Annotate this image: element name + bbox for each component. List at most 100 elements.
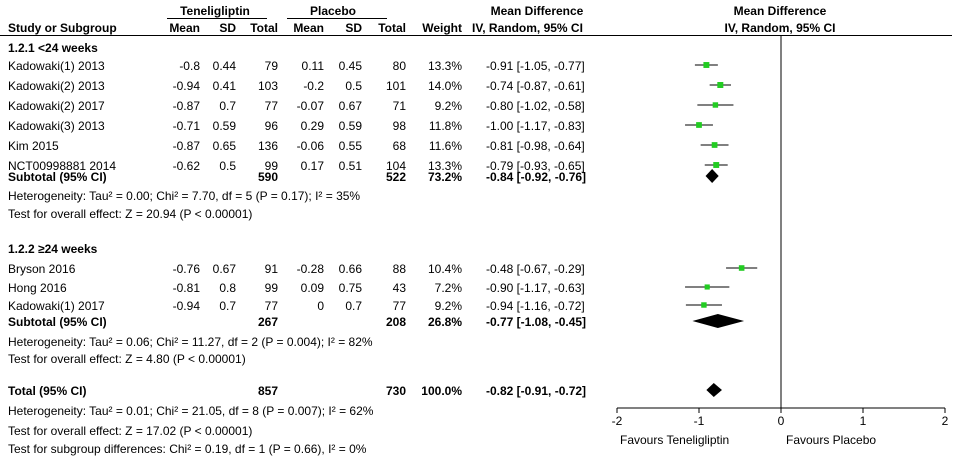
placebo-total: 80 [392,59,406,73]
study-name: Bryson 2016 [8,262,76,276]
placebo-total: 43 [392,281,406,295]
placebo-sd: 0.67 [338,99,362,113]
placebo-mean: -0.07 [296,99,324,113]
study-marker [738,265,745,271]
summary-diamond [692,314,745,328]
placebo-sd: 0.55 [338,139,362,153]
heterogeneity-text: Heterogeneity: Tau² = 0.00; Chi² = 7.70,… [8,189,361,203]
tene-total: 99 [264,281,278,295]
tene-sd: 0.65 [212,139,236,153]
weight: 10.4% [427,262,462,276]
total-overall-effect-text: Test for overall effect: Z = 17.02 (P < … [8,424,253,438]
placebo-sd: 0.59 [338,119,362,133]
md-ci: -0.79 [-0.93, -0.65] [486,159,585,173]
placebo-group-header: Placebo [309,4,357,18]
placebo-total-header: Total [378,21,406,35]
tene-mean: -0.94 [172,79,200,93]
x-tick-label: 0 [778,414,785,428]
study-marker [704,284,710,290]
tene-total: 99 [264,159,278,173]
placebo-mean-header: Mean [293,21,324,35]
total-label: Total (95% CI) [8,384,87,398]
study-name: Kadowaki(3) 2013 [8,119,105,133]
md-ci: -0.94 [-1.16, -0.72] [486,299,585,313]
md-ci: -0.90 [-1.17, -0.63] [486,281,585,295]
tene-sd: 0.7 [219,299,236,313]
tene-mean: -0.76 [172,262,200,276]
tene-sd: 0.8 [219,281,236,295]
weight: 13.3% [427,59,462,73]
md-ci: -0.91 [-1.05, -0.77] [486,59,585,73]
tene-sd-header: SD [219,21,236,35]
tene-total: 77 [264,299,278,313]
placebo-mean: 0.09 [300,281,324,295]
x-tick-label: -2 [612,414,623,428]
plot-title: Mean Difference [733,4,827,18]
study-marker [711,142,718,148]
tene-mean: -0.87 [172,99,200,113]
placebo-mean: -0.06 [296,139,324,153]
study-column-header: Study or Subgroup [8,21,117,35]
md-ci: -0.81 [-0.98, -0.64] [486,139,585,153]
header-rule [0,35,952,36]
placebo-mean: 0.29 [300,119,324,133]
tene-total: 103 [257,79,278,93]
tene-mean: -0.71 [172,119,200,133]
summary-diamond [706,383,722,397]
study-marker [703,62,710,68]
teneligliptin-underline [167,18,267,19]
weight: 7.2% [434,281,462,295]
placebo-sd: 0.66 [338,262,362,276]
study-marker [701,302,707,308]
study-marker [717,82,724,88]
tene-mean: -0.81 [172,281,200,295]
overall-effect-text: Test for overall effect: Z = 20.94 (P < … [8,207,253,221]
total-md-ci: -0.82 [-0.91, -0.72] [486,384,587,398]
subtotal-weight: 26.8% [427,315,462,329]
subtotal-placebo-total: 522 [385,170,406,184]
subtotal-label: Subtotal (95% CI) [8,170,107,184]
study-name: Kim 2015 [8,139,59,153]
md-ci: -1.00 [-1.17, -0.83] [486,119,585,133]
placebo-mean: 0.11 [301,59,324,73]
study-marker [713,162,720,168]
subgroup-title: 1.2.2 ≥24 weeks [8,242,98,256]
subgroup-differences-text: Test for subgroup differences: Chi² = 0.… [8,442,367,456]
placebo-mean: 0 [317,299,324,313]
tene-total: 77 [264,99,278,113]
weight: 11.6% [428,139,462,153]
tene-mean: -0.8 [179,59,200,73]
tene-total-header: Total [250,21,278,35]
tene-sd: 0.67 [212,262,236,276]
placebo-underline [287,18,387,19]
tene-mean: -0.62 [172,159,200,173]
tene-sd: 0.5 [219,159,236,173]
weight: 13.3% [427,159,462,173]
favours-teneligliptin-label: Favours Teneligliptin [620,433,730,447]
placebo-sd: 0.75 [338,281,362,295]
tene-sd: 0.41 [212,79,236,93]
tene-mean: -0.94 [172,299,200,313]
placebo-mean: -0.2 [303,79,324,93]
study-marker [712,102,719,108]
weight: 11.8% [428,119,462,133]
placebo-mean: 0.17 [300,159,324,173]
subtotal-tene-total: 590 [257,170,278,184]
subtotal-tene-total: 267 [257,315,278,329]
placebo-sd: 0.5 [345,79,362,93]
tene-sd: 0.7 [219,99,236,113]
x-tick-label: 1 [860,414,867,428]
study-name: Kadowaki(1) 2013 [8,59,105,73]
teneligliptin-group-header: Teneligliptin [180,4,250,18]
md-ci: -0.74 [-0.87, -0.61] [486,79,585,93]
subtotal-md-ci: -0.77 [-1.08, -0.45] [486,315,587,329]
placebo-mean: -0.28 [296,262,324,276]
study-name: Kadowaki(2) 2017 [8,99,105,113]
summary-diamond [705,169,719,183]
md-column-title: Mean Difference [490,4,584,18]
tene-total: 79 [264,59,278,73]
placebo-total: 88 [392,262,406,276]
total-weight: 100.0% [421,384,462,398]
tene-total: 91 [264,262,278,276]
